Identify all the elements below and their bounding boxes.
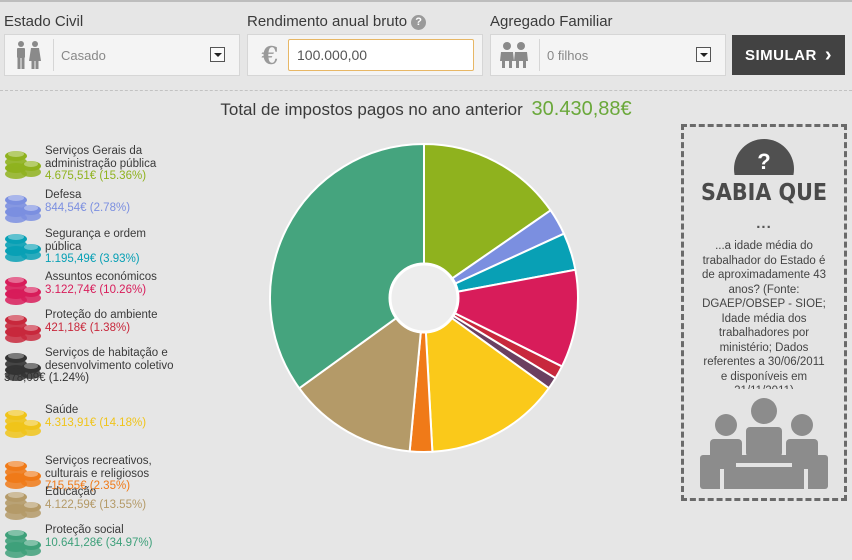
did-you-know-fact: ...a idade média do trabalhador do Estad… bbox=[701, 240, 827, 389]
coin-stack-icon bbox=[5, 277, 41, 305]
did-you-know-title: SABIA QUE bbox=[694, 175, 834, 211]
income-box: € bbox=[247, 34, 483, 76]
total-label: Total de impostos pagos no ano anterior bbox=[220, 100, 523, 119]
legend-value: 421,18€ (1.38%) bbox=[45, 322, 131, 334]
civil-status-value: Casado bbox=[61, 48, 106, 63]
income-input[interactable] bbox=[288, 39, 474, 71]
pie-slice[interactable] bbox=[423, 142, 553, 300]
tax-breakdown-chart bbox=[269, 142, 579, 453]
legend-label: Proteção do ambiente bbox=[45, 309, 158, 321]
coin-stack-icon bbox=[5, 461, 41, 489]
income-label: Rendimento anual bruto? bbox=[247, 13, 427, 30]
couple-icon bbox=[5, 35, 51, 75]
children-icon bbox=[491, 35, 537, 75]
donut-hole bbox=[388, 262, 460, 334]
legend-label: Segurança e ordem pública bbox=[45, 228, 147, 253]
household-value: 0 filhos bbox=[547, 48, 589, 63]
legend-value: 1.195,49€ (3.93%) bbox=[45, 253, 140, 265]
coin-stack-icon bbox=[5, 195, 41, 223]
legend-value: 715,55€ (2.35%) bbox=[45, 480, 131, 492]
legend-label: Assuntos económicos bbox=[45, 271, 157, 283]
simulate-label: SIMULAR bbox=[745, 46, 817, 64]
top-rule bbox=[0, 0, 852, 2]
coin-stack-icon bbox=[5, 353, 41, 381]
coin-stack-icon bbox=[5, 410, 41, 438]
coin-stack-icon bbox=[5, 234, 41, 262]
household-select[interactable]: 0 filhos bbox=[490, 34, 726, 76]
legend-label: Educação bbox=[45, 486, 97, 498]
coin-stack-icon bbox=[5, 151, 41, 179]
people-group-icon bbox=[698, 395, 830, 498]
pie-slice[interactable] bbox=[422, 295, 551, 453]
legend-value: 3.122,74€ (10.26%) bbox=[45, 284, 147, 296]
legend-value: 4.675,51€ (15.36%) bbox=[45, 170, 147, 182]
legend-value: 4.313,91€ (14.18%) bbox=[45, 417, 147, 429]
euro-icon: € bbox=[248, 35, 292, 75]
legend-label: Serviços de habitação e desenvolvimento … bbox=[45, 347, 174, 372]
divider bbox=[53, 39, 54, 71]
legend-label: Saúde bbox=[45, 404, 79, 416]
legend-label: Defesa bbox=[45, 189, 82, 201]
civil-status-select[interactable]: Casado bbox=[4, 34, 240, 76]
coin-stack-icon bbox=[5, 530, 41, 558]
help-icon[interactable]: ? bbox=[411, 15, 427, 30]
section-divider bbox=[0, 90, 852, 91]
pie-slice[interactable] bbox=[420, 268, 579, 368]
coin-stack-icon bbox=[5, 492, 41, 520]
coin-stack-icon bbox=[5, 315, 41, 343]
household-label: Agregado Familiar bbox=[490, 13, 613, 30]
pie-slice[interactable] bbox=[269, 142, 425, 390]
chevron-right-icon: › bbox=[824, 44, 832, 66]
total-amount: 30.430,88€ bbox=[531, 98, 632, 120]
currency-symbol: € bbox=[261, 40, 279, 70]
pie-slice[interactable] bbox=[297, 295, 426, 453]
simulate-button[interactable]: SIMULAR › bbox=[732, 35, 845, 75]
income-label-text: Rendimento anual bruto bbox=[247, 13, 408, 30]
legend-value: 378,09€ (1.24%) bbox=[4, 372, 90, 384]
chevron-down-icon[interactable] bbox=[210, 47, 225, 62]
legend-value: 10.641,28€ (34.97%) bbox=[45, 537, 153, 549]
legend-value: 4.122,59€ (13.55%) bbox=[45, 499, 147, 511]
chevron-down-icon[interactable] bbox=[696, 47, 711, 62]
legend-label: Proteção social bbox=[45, 524, 124, 536]
civil-status-label: Estado Civil bbox=[4, 13, 84, 30]
did-you-know-panel: ? SABIA QUE ... ...a idade média do trab… bbox=[681, 124, 847, 501]
legend-label: Serviços Gerais da administração pública bbox=[45, 145, 157, 170]
divider bbox=[539, 39, 540, 71]
legend-value: 844,54€ (2.78%) bbox=[45, 202, 131, 214]
total-taxes: Total de impostos pagos no ano anterior … bbox=[0, 98, 852, 121]
legend-label: Serviços recreativos, culturais e religi… bbox=[45, 455, 152, 480]
ellipsis: ... bbox=[756, 215, 772, 232]
